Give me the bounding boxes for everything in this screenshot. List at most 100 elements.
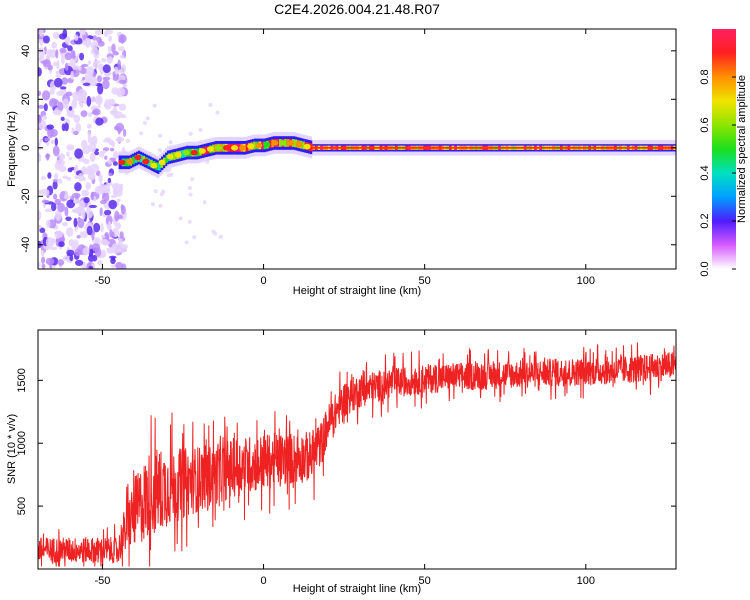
- track-band: [181, 150, 184, 158]
- noise-blob: [107, 159, 112, 165]
- noise-blob: [93, 151, 100, 156]
- noise-blob: [60, 116, 65, 121]
- noise-blob: [75, 122, 82, 133]
- noise-blob: [57, 259, 65, 266]
- noise-blob: [114, 184, 121, 192]
- noise-blob: [110, 194, 118, 199]
- noise-blob: [77, 218, 85, 229]
- noise-blob: [101, 238, 108, 246]
- noise-blob: [45, 219, 51, 228]
- colorbar-tick-label: 0.4: [699, 165, 711, 180]
- track-blob: [190, 149, 198, 156]
- noise-blob: [116, 87, 126, 97]
- noise-blob: [118, 237, 123, 244]
- track-blob: [279, 140, 287, 146]
- noise-blob: [110, 141, 116, 148]
- noise-blob: [78, 65, 82, 72]
- colorbar-tick-label: 0.2: [699, 213, 711, 228]
- noise-blob: [101, 234, 106, 239]
- track-band: [310, 143, 313, 152]
- noise-blob: [80, 110, 88, 118]
- noise-blob: [97, 75, 102, 83]
- track-band: [253, 141, 256, 150]
- spectrogram-track-layer: [118, 132, 676, 179]
- noise-blob: [59, 47, 67, 54]
- noise-blob: [45, 257, 55, 266]
- track-blob: [223, 145, 230, 151]
- noise-blob: [95, 117, 104, 126]
- noise-blob: [158, 148, 162, 153]
- y-tick-label: 1000: [16, 431, 28, 455]
- noise-blob: [68, 239, 75, 247]
- track-band: [157, 162, 161, 171]
- noise-blob: [45, 237, 55, 248]
- noise-blob: [39, 138, 43, 143]
- noise-blob: [108, 35, 112, 42]
- noise-blob: [38, 47, 44, 51]
- noise-blob: [56, 159, 65, 167]
- noise-blob: [52, 178, 59, 183]
- noise-blob: [41, 249, 45, 257]
- snr-xlabel: Height of straight line (km): [293, 583, 421, 595]
- noise-blob: [102, 79, 110, 90]
- noise-blob: [74, 175, 80, 180]
- noise-blob: [87, 172, 96, 181]
- noise-blob: [114, 111, 123, 118]
- noise-blob: [112, 161, 118, 166]
- noise-blob: [51, 202, 57, 212]
- track-band: [302, 141, 305, 150]
- noise-blob: [151, 202, 155, 207]
- noise-blob: [45, 49, 54, 54]
- track-band: [245, 143, 249, 152]
- noise-blob: [119, 55, 125, 59]
- noise-blob: [188, 192, 193, 197]
- noise-blob: [108, 199, 117, 210]
- x-tick-label: -50: [94, 575, 110, 587]
- noise-blob: [47, 127, 55, 139]
- noise-blob: [69, 58, 76, 68]
- y-tick-label: -20: [20, 188, 32, 204]
- snr-series-line: [38, 342, 676, 567]
- track-blob: [206, 146, 214, 152]
- noise-blob: [111, 231, 115, 239]
- noise-blob: [105, 215, 113, 226]
- noise-blob: [38, 142, 41, 146]
- noise-blob: [43, 103, 48, 112]
- noise-blob: [215, 110, 220, 115]
- noise-blob: [64, 52, 72, 61]
- noise-blob: [81, 189, 90, 197]
- noise-blob: [62, 29, 68, 39]
- track-blob: [271, 140, 279, 146]
- x-tick-label: 50: [419, 275, 431, 287]
- noise-blob: [73, 199, 81, 204]
- noise-blob: [108, 172, 113, 177]
- noise-blob: [104, 155, 108, 160]
- noise-blob: [97, 40, 105, 47]
- colorbar-tick-label: 0.0: [699, 261, 711, 276]
- noise-blob: [102, 64, 111, 73]
- x-tick-label: 100: [577, 275, 595, 287]
- noise-blob: [90, 96, 97, 102]
- noise-blob: [49, 89, 55, 95]
- noise-blob: [87, 123, 92, 129]
- noise-blob: [90, 191, 95, 201]
- track-band: [188, 148, 192, 157]
- track-blob: [214, 145, 222, 151]
- noise-blob: [39, 227, 46, 234]
- noise-blob: [158, 203, 163, 208]
- noise-blob: [158, 133, 163, 138]
- noise-blob: [53, 193, 58, 200]
- noise-blob: [99, 150, 105, 158]
- noise-blob: [52, 145, 60, 157]
- noise-blob: [88, 142, 97, 153]
- track-band: [132, 156, 135, 165]
- noise-blob: [100, 223, 104, 233]
- track-band: [150, 159, 153, 168]
- noise-blob: [167, 167, 172, 172]
- noise-blob: [87, 137, 96, 144]
- noise-blob: [84, 37, 92, 48]
- track-blob: [142, 158, 150, 165]
- noise-blob: [120, 204, 125, 211]
- spectrogram-panel: -50 0 50 100 -40 -20 0 20 40 Height of straight…: [6, 28, 677, 297]
